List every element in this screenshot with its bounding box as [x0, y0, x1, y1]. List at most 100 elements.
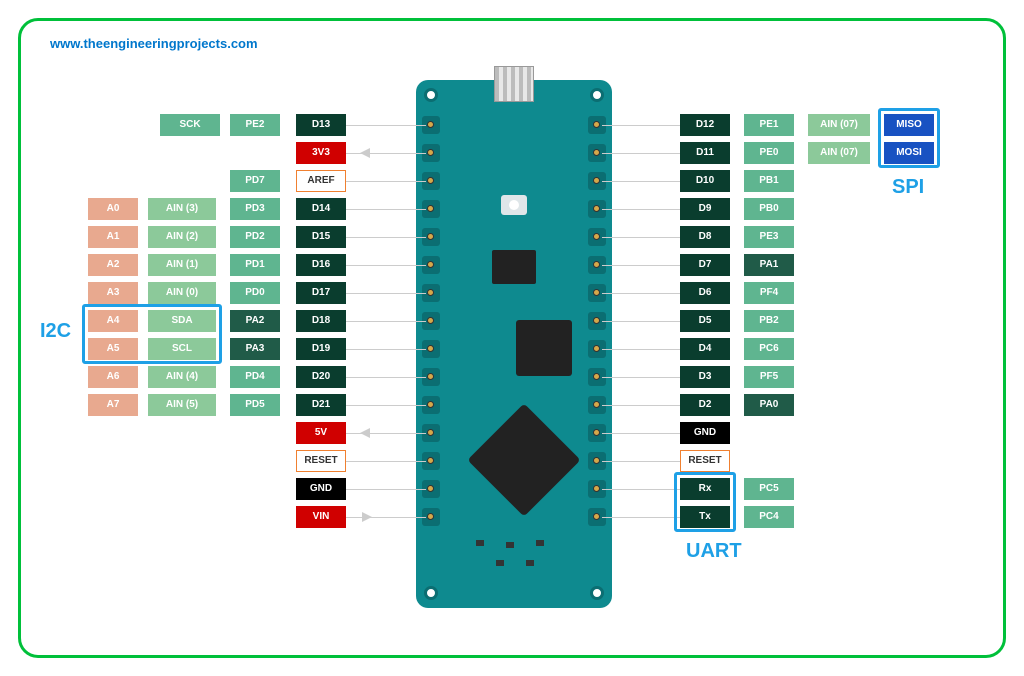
pin-label: AIN (07) — [808, 142, 870, 164]
trace-line — [346, 209, 426, 210]
pin-label: A1 — [88, 226, 138, 248]
trace-line — [346, 125, 426, 126]
trace-line — [346, 265, 426, 266]
arrow-out-icon — [362, 512, 372, 522]
pin-label: PC4 — [744, 506, 794, 528]
pin-label: D11 — [680, 142, 730, 164]
pin-label: PA1 — [744, 254, 794, 276]
trace-line — [602, 489, 680, 490]
pin-hole — [427, 121, 434, 128]
pin-label: PB1 — [744, 170, 794, 192]
trace-line — [602, 209, 680, 210]
pin-label: PD3 — [230, 198, 280, 220]
pin-hole — [427, 429, 434, 436]
pin-label: D16 — [296, 254, 346, 276]
smd — [476, 540, 484, 546]
i2c-highlight — [82, 304, 222, 364]
pin-hole — [593, 401, 600, 408]
trace-line — [602, 349, 680, 350]
trace-line — [602, 181, 680, 182]
pin-label: AIN (0) — [148, 282, 216, 304]
trace-line — [602, 377, 680, 378]
pin-label: AIN (1) — [148, 254, 216, 276]
pin-hole — [593, 233, 600, 240]
pin-label: PB0 — [744, 198, 794, 220]
pin-label: PD1 — [230, 254, 280, 276]
pin-label: PD2 — [230, 226, 280, 248]
pin-label: PD0 — [230, 282, 280, 304]
usb-heatsink — [494, 66, 534, 102]
pin-label: D21 — [296, 394, 346, 416]
trace-line — [346, 153, 426, 154]
pin-label: PA3 — [230, 338, 280, 360]
pin-label: D19 — [296, 338, 346, 360]
trace-line — [346, 461, 426, 462]
trace-line — [602, 293, 680, 294]
main-mcu-chip — [467, 403, 580, 516]
pin-label: RESET — [296, 450, 346, 472]
trace-line — [346, 293, 426, 294]
pin-label: D7 — [680, 254, 730, 276]
pin-hole — [593, 149, 600, 156]
trace-line — [346, 321, 426, 322]
trace-line — [346, 181, 426, 182]
pin-hole — [593, 205, 600, 212]
pin-label: PA0 — [744, 394, 794, 416]
pin-label: PE2 — [230, 114, 280, 136]
pin-hole — [427, 261, 434, 268]
uart-highlight — [674, 472, 736, 532]
pin-label: D9 — [680, 198, 730, 220]
pin-hole — [427, 317, 434, 324]
pin-hole — [593, 345, 600, 352]
pin-label: PD7 — [230, 170, 280, 192]
trace-line — [602, 153, 680, 154]
ic-chip — [492, 250, 536, 284]
pin-label: D14 — [296, 198, 346, 220]
pin-label: D13 — [296, 114, 346, 136]
pin-hole — [593, 317, 600, 324]
pin-label: D12 — [680, 114, 730, 136]
pin-label: PD4 — [230, 366, 280, 388]
spi-highlight — [878, 108, 940, 168]
mount-hole — [424, 88, 438, 102]
pin-label: RESET — [680, 450, 730, 472]
trace-line — [346, 489, 426, 490]
pin-label: PD5 — [230, 394, 280, 416]
pin-hole — [427, 289, 434, 296]
pin-hole — [593, 513, 600, 520]
pin-label: PA2 — [230, 310, 280, 332]
trace-line — [602, 321, 680, 322]
pin-label: D8 — [680, 226, 730, 248]
mcu-chip — [516, 320, 572, 376]
pin-hole — [593, 177, 600, 184]
trace-line — [346, 433, 426, 434]
pin-label: GND — [296, 478, 346, 500]
pin-label: A0 — [88, 198, 138, 220]
pin-label: PE1 — [744, 114, 794, 136]
pin-label: SCK — [160, 114, 220, 136]
pin-hole — [427, 401, 434, 408]
smd — [526, 560, 534, 566]
pin-label: A3 — [88, 282, 138, 304]
smd — [536, 540, 544, 546]
pin-label: A7 — [88, 394, 138, 416]
trace-line — [346, 377, 426, 378]
pin-hole — [593, 121, 600, 128]
pin-hole — [593, 429, 600, 436]
pin-label: PC5 — [744, 478, 794, 500]
pin-label: 5V — [296, 422, 346, 444]
pin-hole — [427, 149, 434, 156]
pin-label: 3V3 — [296, 142, 346, 164]
trace-line — [346, 349, 426, 350]
trace-line — [602, 265, 680, 266]
smd — [506, 542, 514, 548]
pin-label: D15 — [296, 226, 346, 248]
trace-line — [602, 125, 680, 126]
pin-label: GND — [680, 422, 730, 444]
trace-line — [602, 461, 680, 462]
pin-hole — [427, 457, 434, 464]
pin-label: A6 — [88, 366, 138, 388]
pin-label: D17 — [296, 282, 346, 304]
pin-label: AIN (3) — [148, 198, 216, 220]
mount-hole — [424, 586, 438, 600]
